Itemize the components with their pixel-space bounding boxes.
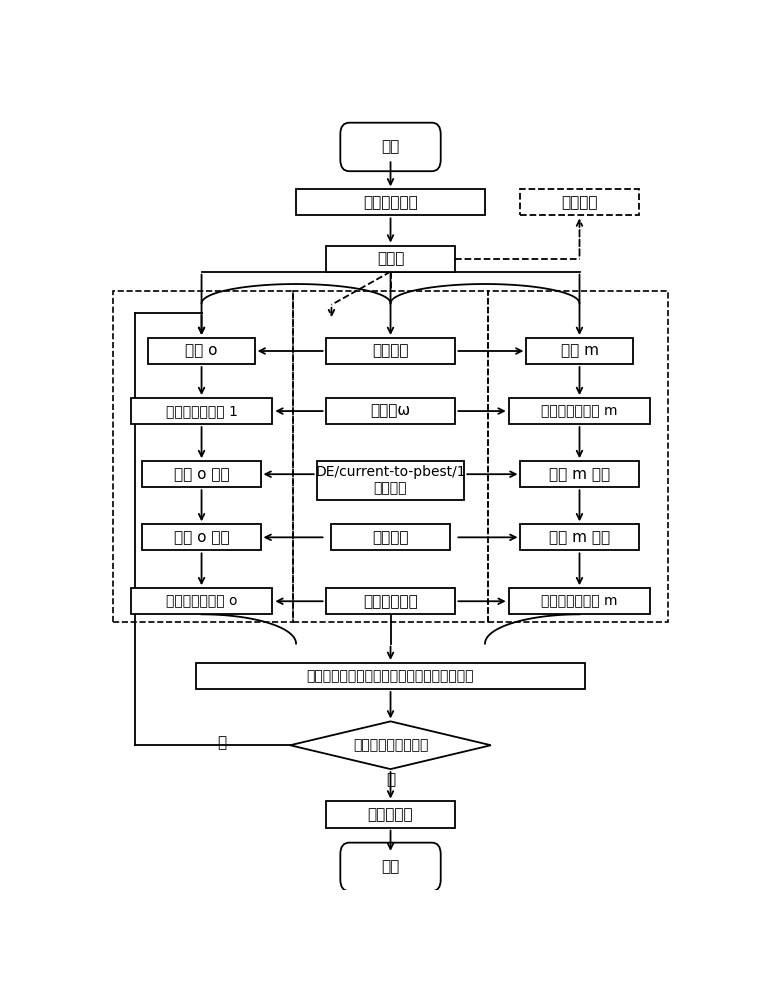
FancyBboxPatch shape bbox=[296, 189, 485, 215]
FancyBboxPatch shape bbox=[131, 398, 273, 424]
Text: 自调整参数变异 m: 自调整参数变异 m bbox=[541, 404, 618, 418]
FancyBboxPatch shape bbox=[149, 338, 255, 364]
FancyBboxPatch shape bbox=[196, 663, 585, 689]
FancyBboxPatch shape bbox=[325, 246, 456, 272]
FancyBboxPatch shape bbox=[142, 461, 261, 487]
Text: 否: 否 bbox=[218, 735, 227, 750]
FancyBboxPatch shape bbox=[325, 338, 456, 364]
FancyBboxPatch shape bbox=[331, 524, 450, 550]
Text: 确定编码方式: 确定编码方式 bbox=[363, 195, 418, 210]
Text: 计算适应度函数 o: 计算适应度函数 o bbox=[166, 594, 237, 608]
Text: 种群 o: 种群 o bbox=[185, 344, 218, 359]
Text: 并行策略: 并行策略 bbox=[562, 195, 597, 210]
Text: DE/current-to-pbest/1
差分策略: DE/current-to-pbest/1 差分策略 bbox=[315, 465, 466, 495]
FancyBboxPatch shape bbox=[520, 189, 639, 215]
FancyBboxPatch shape bbox=[341, 123, 440, 171]
Text: 种群 m 变异: 种群 m 变异 bbox=[549, 467, 610, 482]
FancyBboxPatch shape bbox=[325, 801, 456, 828]
FancyBboxPatch shape bbox=[341, 843, 440, 891]
Text: 调整律ω: 调整律ω bbox=[370, 404, 411, 419]
FancyBboxPatch shape bbox=[142, 524, 261, 550]
Text: 是否满足终止条件？: 是否满足终止条件？ bbox=[353, 738, 428, 752]
Text: 开始: 开始 bbox=[382, 139, 399, 154]
Text: 自调整参数变异 1: 自调整参数变异 1 bbox=[165, 404, 238, 418]
Text: 是: 是 bbox=[386, 772, 395, 787]
Polygon shape bbox=[290, 721, 491, 769]
Text: 计算适应度函数 m: 计算适应度函数 m bbox=[541, 594, 618, 608]
Text: 种群 o 交叉: 种群 o 交叉 bbox=[174, 530, 229, 545]
FancyBboxPatch shape bbox=[317, 461, 464, 500]
Text: 随机策略: 随机策略 bbox=[373, 344, 408, 359]
Text: 种群 o 变异: 种群 o 变异 bbox=[174, 467, 229, 482]
Text: 得到最优值: 得到最优值 bbox=[368, 807, 413, 822]
Text: 初始化: 初始化 bbox=[377, 251, 404, 266]
Text: 种群 m 交叉: 种群 m 交叉 bbox=[549, 530, 610, 545]
FancyBboxPatch shape bbox=[520, 461, 639, 487]
Text: 目标函数极小: 目标函数极小 bbox=[363, 594, 418, 609]
FancyBboxPatch shape bbox=[509, 398, 651, 424]
Text: 种群 m: 种群 m bbox=[561, 344, 598, 359]
FancyBboxPatch shape bbox=[325, 588, 456, 614]
FancyBboxPatch shape bbox=[509, 588, 651, 614]
FancyBboxPatch shape bbox=[131, 588, 273, 614]
Text: 二项交叉: 二项交叉 bbox=[373, 530, 408, 545]
Text: 结束: 结束 bbox=[382, 859, 399, 874]
FancyBboxPatch shape bbox=[527, 338, 632, 364]
Text: 选择所有策略中适应度函数最小的，更新种群: 选择所有策略中适应度函数最小的，更新种群 bbox=[307, 669, 474, 683]
FancyBboxPatch shape bbox=[325, 398, 456, 424]
FancyBboxPatch shape bbox=[520, 524, 639, 550]
